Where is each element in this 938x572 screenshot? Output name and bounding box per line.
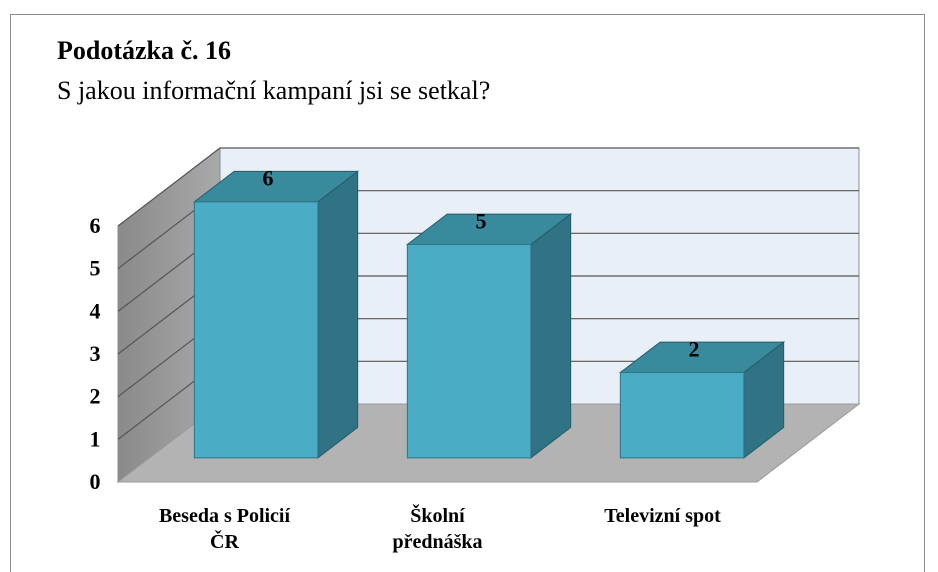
x-tick-label: Školní přednáška [392,505,483,553]
bar [406,243,532,459]
y-tick-label: 6 [90,213,101,238]
frame [10,14,925,572]
data-label: 2 [689,336,700,361]
bar-side [530,213,572,459]
grid-line [117,147,859,227]
y-tick-label: 4 [90,298,101,323]
y-tick-label: 2 [90,384,101,409]
bar-side [317,170,359,459]
data-label: 6 [263,166,274,191]
y-tick-label: 3 [90,341,101,366]
x-tick-label: Televizní spot [604,505,721,527]
x-tick-label: Beseda s Policií ČR [158,505,291,553]
data-label: 5 [476,208,487,233]
chart-subtitle: S jakou informační kampaní jsi se setkal… [57,76,491,105]
y-tick-label: 0 [90,469,101,494]
y-tick-label: 1 [90,426,101,451]
y-tick-label: 5 [90,256,101,281]
bar [193,201,319,459]
chart-title: Podotázka č. 16 [57,36,232,65]
bar [619,371,745,459]
